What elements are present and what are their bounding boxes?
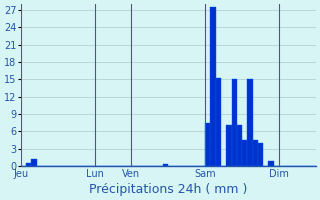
Bar: [247, 79, 252, 166]
Bar: [163, 164, 168, 166]
Bar: [26, 163, 31, 166]
Bar: [205, 123, 211, 166]
Bar: [252, 140, 258, 166]
Bar: [31, 159, 36, 166]
Bar: [226, 125, 232, 166]
Bar: [232, 79, 237, 166]
Bar: [258, 143, 263, 166]
Bar: [242, 140, 247, 166]
Bar: [216, 78, 221, 166]
X-axis label: Précipitations 24h ( mm ): Précipitations 24h ( mm ): [89, 183, 248, 196]
Bar: [268, 161, 274, 166]
Bar: [237, 125, 242, 166]
Bar: [211, 7, 216, 166]
